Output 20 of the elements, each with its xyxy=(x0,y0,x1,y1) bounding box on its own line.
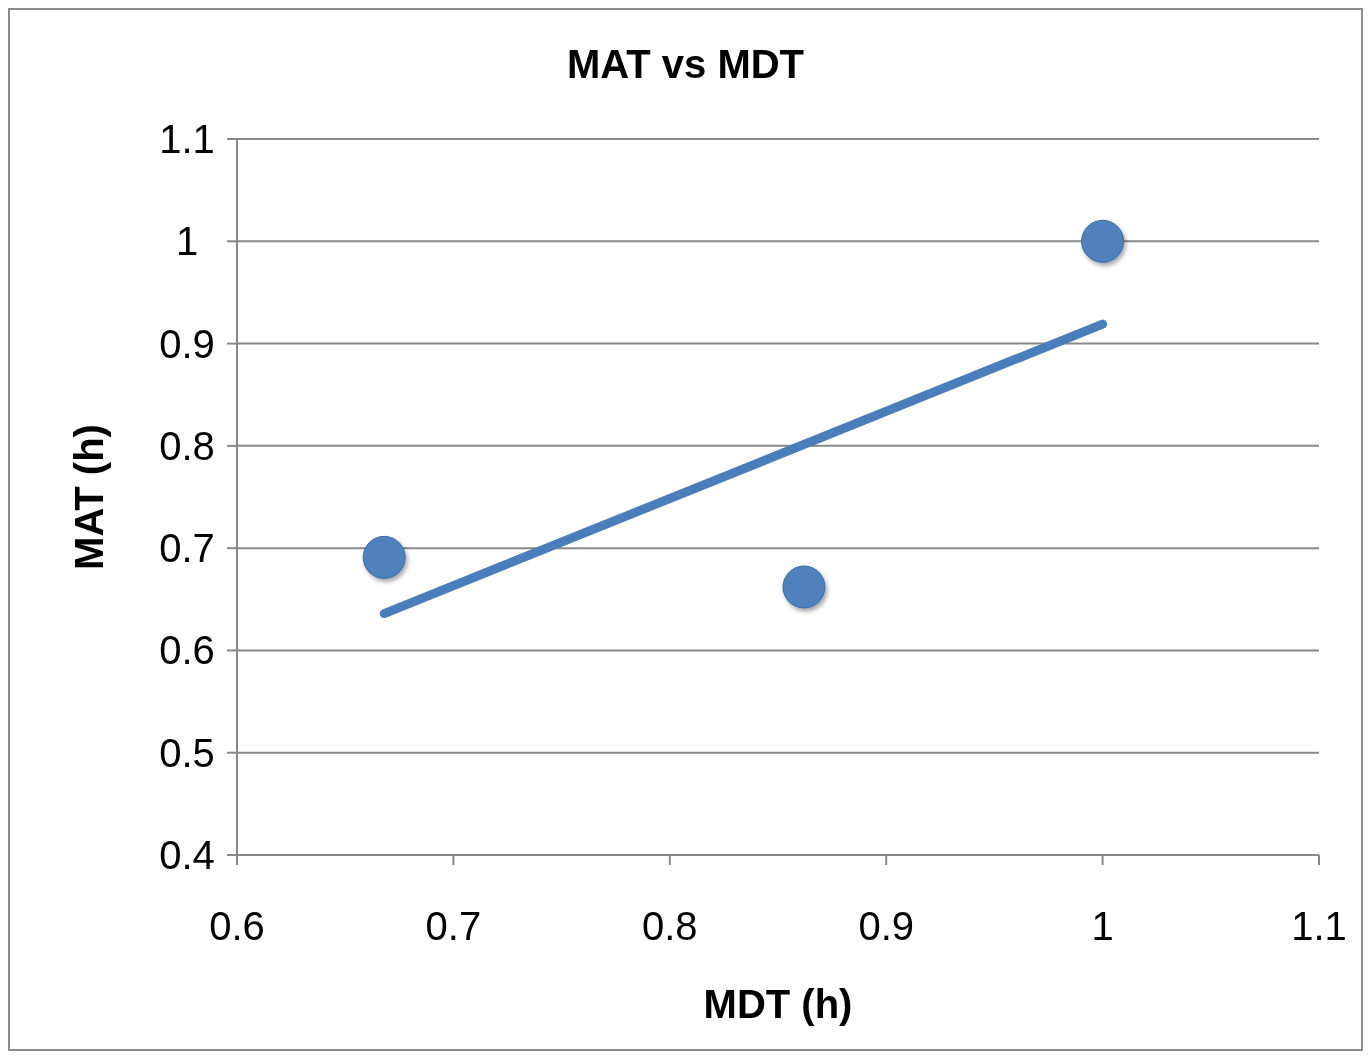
x-tick-label: 0.9 xyxy=(858,904,914,948)
point xyxy=(1081,219,1125,263)
x-axis-title: MDT (h) xyxy=(703,982,853,1026)
x-tick-label: 0.8 xyxy=(642,904,698,948)
y-tick-label: 0.9 xyxy=(159,321,215,366)
y-tick-label: 0.6 xyxy=(159,628,215,673)
x-tick-label: 0.7 xyxy=(425,904,482,948)
point xyxy=(362,535,406,579)
y-tick-label: 0.7 xyxy=(159,526,215,571)
y-tick-label: 0.8 xyxy=(159,423,215,468)
x-tick-label: 1 xyxy=(1091,904,1114,948)
y-axis-title: MAT (h) xyxy=(67,424,111,570)
y-tick-label: 0.4 xyxy=(159,833,215,877)
x-tick-label: 0.6 xyxy=(209,904,265,948)
x-tick-label: 1.1 xyxy=(1291,904,1347,948)
point xyxy=(782,565,826,609)
chart-title: MAT vs MDT xyxy=(566,42,805,86)
y-tick-label: 0.5 xyxy=(159,730,215,775)
y-tick-label: 1 xyxy=(175,219,199,264)
y-tick-label: 1.1 xyxy=(159,117,215,161)
